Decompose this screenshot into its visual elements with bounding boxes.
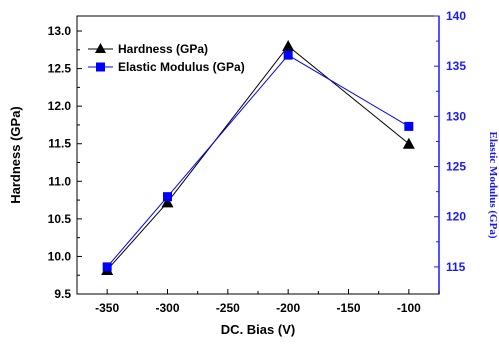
hardness-data-point <box>402 137 415 149</box>
series-layer <box>101 40 415 275</box>
hardness-data-point <box>282 40 295 52</box>
legend-hardness-label: Hardness (GPa) <box>118 42 208 56</box>
x-tick-label: -100 <box>397 301 421 315</box>
hardness-data-point <box>161 196 174 208</box>
left-y-axis-ticks: 9.5 10.0 10.5 11.0 11.5 12.0 12.5 13.0 <box>48 24 82 301</box>
right-y-axis-ticks: 115 120 125 130 135 140 <box>434 9 466 274</box>
x-tick-label: -200 <box>276 301 300 315</box>
modulus-data-point <box>102 262 112 272</box>
modulus-data-point <box>283 50 293 60</box>
plot-area-frame <box>76 15 440 295</box>
x-axis-title: DC. Bias (V) <box>221 322 295 337</box>
legend-triangle-icon <box>95 43 106 53</box>
x-tick-label: -350 <box>95 301 119 315</box>
x-tick-label: -300 <box>155 301 179 315</box>
right-y-tick-label: 125 <box>446 160 466 174</box>
right-y-axis-title: Elastic Modulus (GPa) <box>487 132 499 239</box>
right-y-tick-label: 120 <box>446 210 466 224</box>
right-y-tick-label: 130 <box>446 109 466 123</box>
right-y-tick-label: 135 <box>446 59 466 73</box>
left-y-tick-label: 11.5 <box>48 137 71 151</box>
modulus-series-line <box>106 54 410 268</box>
right-y-tick-label: 140 <box>446 9 466 23</box>
left-y-tick-label: 13.0 <box>48 24 72 38</box>
x-tick-label: -150 <box>336 301 360 315</box>
left-y-tick-label: 10.0 <box>48 249 72 263</box>
x-axis-ticks: -350 -300 -250 -200 -150 -100 <box>76 289 440 315</box>
left-y-tick-label: 12.5 <box>48 62 72 76</box>
right-y-tick-label: 115 <box>446 260 466 274</box>
left-y-tick-label: 10.5 <box>48 212 72 226</box>
modulus-data-point <box>404 121 414 131</box>
left-y-tick-label: 12.0 <box>48 99 72 113</box>
left-y-tick-label: 9.5 <box>54 287 71 301</box>
x-tick-label: -250 <box>216 301 240 315</box>
legend-modulus-label: Elastic Modulus (GPa) <box>118 60 245 74</box>
left-y-axis-title: Hardness (GPa) <box>8 106 23 204</box>
left-y-tick-label: 11.0 <box>48 174 71 188</box>
legend: Hardness (GPa) Elastic Modulus (GPa) <box>88 42 245 74</box>
modulus-data-point <box>163 192 172 202</box>
legend-square-icon <box>96 62 105 72</box>
hardness-series-line <box>106 45 410 271</box>
